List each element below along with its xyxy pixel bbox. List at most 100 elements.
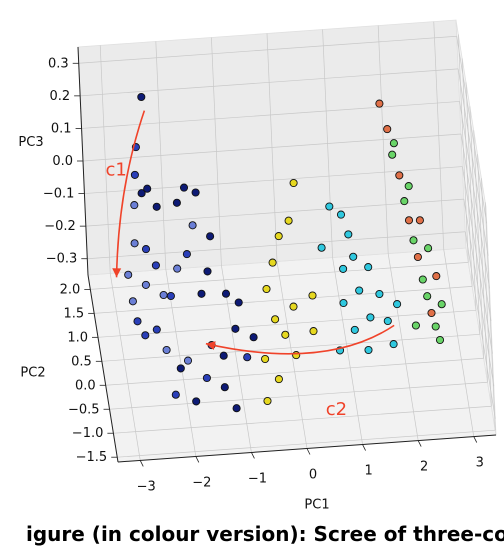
data-point: [124, 270, 133, 279]
data-point: [162, 345, 171, 355]
y-tick-label: 0.5: [71, 354, 92, 369]
data-point: [262, 284, 271, 294]
grid-line-z: [462, 166, 493, 354]
data-point: [152, 202, 161, 211]
data-point: [389, 139, 398, 148]
x-tick-mark: [195, 456, 200, 463]
x-tick-label: 3: [476, 456, 484, 471]
grid-lines: [78, 21, 496, 461]
data-point: [289, 178, 298, 188]
z-tick-label: −0.3: [46, 252, 78, 267]
data-point: [171, 390, 180, 399]
y-tick-label: −1.5: [76, 450, 108, 465]
data-point: [232, 404, 241, 413]
figure-caption: igure (in colour version): Scree of thre…: [0, 518, 504, 548]
data-point: [325, 202, 334, 211]
data-point: [344, 230, 353, 239]
z-tick-label: 0.2: [49, 89, 70, 104]
grid-line-y: [105, 357, 484, 386]
data-point: [415, 216, 424, 225]
data-point: [182, 250, 191, 259]
annotation-arrow-c2: [205, 324, 395, 355]
data-point: [404, 182, 413, 191]
data-point: [130, 239, 139, 248]
annotation-arrow-c1: [115, 110, 146, 278]
data-point: [350, 325, 359, 334]
data-point: [192, 397, 201, 406]
annotations: c1 c2: [106, 110, 395, 420]
data-point: [383, 316, 392, 326]
x-tick-label: 2: [420, 460, 428, 475]
data-point: [133, 317, 142, 326]
y-tick-label: 1.5: [63, 306, 84, 321]
z-axis-label: PC3: [18, 135, 43, 150]
data-point: [274, 232, 283, 241]
y-tick-label: 2.0: [60, 282, 81, 297]
data-point: [317, 243, 326, 252]
x-tick-label: −1: [248, 471, 267, 486]
grid-line-y: [113, 405, 492, 434]
data-point: [206, 232, 215, 241]
grid-line-y: [90, 262, 469, 290]
data-point: [395, 171, 404, 180]
data-point: [409, 236, 418, 245]
data-point: [176, 364, 185, 373]
data-point: [375, 99, 384, 108]
x-axis-label: PC1: [304, 498, 329, 513]
data-point: [355, 286, 364, 295]
data-point: [309, 327, 318, 336]
y-axis-line: [87, 274, 119, 463]
data-point: [143, 184, 152, 193]
x-tick-mark: [306, 448, 311, 455]
data-point: [383, 125, 392, 134]
y-axis-label: PC2: [20, 366, 45, 381]
data-point: [289, 302, 298, 311]
caption-text: igure (in colour version): Scree of thre…: [26, 522, 504, 546]
data-point: [130, 170, 139, 179]
data-point: [437, 300, 446, 309]
data-point: [393, 300, 402, 309]
data-point: [263, 396, 272, 406]
data-point: [268, 258, 277, 267]
data-point: [431, 322, 440, 331]
grid-line-x: [387, 253, 419, 441]
data-point: [141, 245, 151, 254]
data-point: [292, 351, 301, 360]
data-point: [234, 298, 243, 307]
data-point: [336, 210, 346, 219]
grid-line-y: [101, 333, 480, 362]
data-point: [249, 333, 258, 342]
x-tick-label: 0: [309, 468, 317, 483]
data-point: [183, 356, 193, 365]
data-point: [202, 373, 211, 383]
x-tick-label: −3: [137, 479, 156, 494]
grid-line-z: [87, 231, 466, 260]
grid-line-y: [94, 286, 473, 314]
data-point: [221, 289, 231, 298]
annotation-arrowhead-c1: [112, 268, 122, 278]
data-point: [141, 331, 150, 340]
grid-line-x: [332, 257, 363, 445]
z-tick-label: 0.1: [51, 121, 72, 136]
x-tick-mark: [139, 460, 144, 467]
data-point: [188, 221, 197, 230]
y-tick-label: 0.0: [75, 378, 96, 393]
grid-line-z: [80, 68, 459, 97]
annotation-label-c2: c2: [326, 399, 347, 420]
data-point: [308, 291, 317, 300]
grid-line-x: [443, 249, 475, 437]
grid-line-z: [459, 101, 490, 289]
data-points: [124, 92, 446, 413]
data-point: [423, 292, 432, 301]
data-point: [349, 252, 358, 261]
data-point: [427, 308, 436, 318]
data-point: [243, 353, 252, 362]
data-point: [388, 150, 397, 159]
grid-line-z: [463, 199, 495, 387]
annotation-label-c1: c1: [106, 160, 127, 181]
data-point: [197, 289, 206, 298]
data-point: [166, 291, 175, 301]
data-point: [424, 244, 433, 253]
grid-line-y: [109, 381, 488, 410]
data-point: [141, 280, 150, 289]
